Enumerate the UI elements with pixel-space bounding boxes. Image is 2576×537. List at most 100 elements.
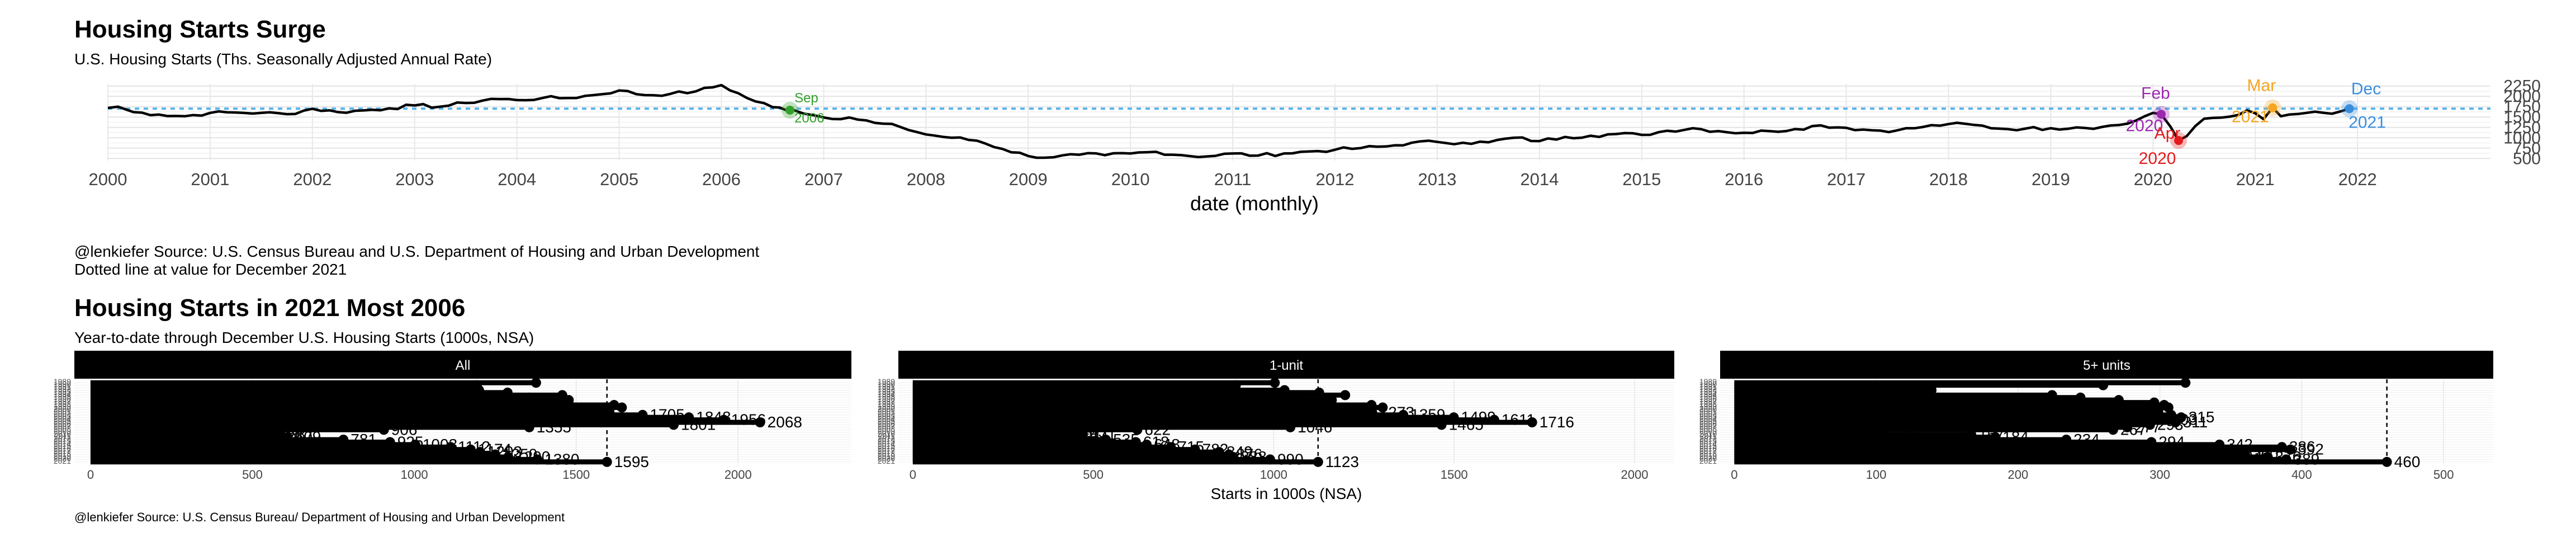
x-tick-label: 2007: [804, 169, 843, 189]
highlight-point-apr-2020: [2174, 136, 2184, 145]
year-tick-label: 2012: [1699, 434, 1717, 443]
x-tick-label: 2006: [702, 169, 741, 189]
year-tick-label: 2021: [54, 456, 71, 465]
lollipop-point-2006: [669, 420, 679, 430]
x-tick-label: 1500: [1441, 468, 1468, 482]
x-axis-title: Starts in 1000s (NSA): [1211, 485, 1362, 502]
x-tick-label: 2005: [600, 169, 638, 189]
year-tick-label: 2020: [1699, 454, 1717, 463]
year-tick-label: 2000: [54, 404, 71, 413]
year-tick-label: 1991: [1699, 382, 1717, 391]
facet-strip-label: 1-unit: [1270, 358, 1303, 373]
housing-starts-line: [107, 83, 2350, 159]
value-label-2021: 1595: [614, 453, 649, 470]
year-tick-label: 1989: [878, 377, 895, 386]
year-tick-label: 2021: [878, 456, 895, 465]
value-label-2005: 2068: [768, 413, 802, 431]
y-tick-label: 500: [2513, 149, 2541, 168]
panel-5-units: 5+ units 19891990199119921993199419951996…: [1699, 351, 2493, 482]
year-tick-label: 2003: [54, 412, 71, 421]
x-axis-title: date (monthly): [1190, 192, 1319, 215]
x-tick-label: 1500: [562, 468, 590, 482]
value-label-2020: 990: [1277, 450, 1304, 468]
year-tick-label: 2000: [878, 404, 895, 413]
year-tick-label: 1994: [878, 389, 895, 398]
year-tick-label: 2001: [1699, 407, 1717, 416]
year-tick-label: 1990: [54, 380, 71, 389]
bottom-chart-title: Housing Starts in 2021 Most 2006: [74, 294, 466, 322]
year-tick-label: 1992: [878, 384, 895, 393]
lollipop-point-1989: [2180, 378, 2191, 388]
year-tick-label: 2004: [878, 414, 895, 423]
year-tick-label: 2021: [1699, 456, 1717, 465]
year-tick-label: 2001: [54, 407, 71, 416]
highlight-point-sep-2006: [785, 106, 795, 115]
value-label-2007: 1046: [1298, 418, 1332, 436]
x-tick-label: 2000: [89, 169, 127, 189]
year-tick-label: 2003: [878, 412, 895, 421]
x-tick-label: 500: [2433, 468, 2454, 482]
year-tick-label: 1996: [1699, 394, 1717, 403]
year-tick-label: 2008: [54, 424, 71, 433]
lollipop-point-2005: [2170, 417, 2181, 427]
value-label-2005: 1716: [1540, 413, 1574, 431]
x-tick-label: 400: [2291, 468, 2312, 482]
year-tick-label: 2001: [878, 407, 895, 416]
year-tick-label: 1997: [1699, 397, 1717, 406]
highlight-month-label: Mar: [2247, 77, 2276, 95]
highlight-month-label: Sep: [794, 91, 818, 106]
value-label-2008: 267: [2120, 421, 2147, 438]
lollipop-point-2021: [2381, 456, 2392, 467]
value-label-2020: 1380: [544, 450, 579, 468]
x-tick-label: 500: [242, 468, 263, 482]
year-tick-label: 1999: [1699, 402, 1717, 411]
year-tick-label: 1996: [54, 394, 71, 403]
x-tick-label: 2012: [1316, 169, 1355, 189]
lollipop-point-2006: [1436, 420, 1447, 430]
x-tick-label: 2022: [2338, 169, 2377, 189]
year-tick-label: 2009: [54, 427, 71, 436]
x-tick-label: 2015: [1622, 169, 1661, 189]
year-tick-label: 2013: [54, 436, 71, 445]
year-tick-label: 2010: [878, 429, 895, 438]
year-tick-label: 2014: [878, 439, 895, 448]
x-tick-label: 2017: [1827, 169, 1865, 189]
value-label-2006: 1465: [1449, 416, 1484, 433]
x-tick-label: 2002: [293, 169, 332, 189]
year-tick-label: 1995: [54, 392, 71, 401]
facet-strip-label: 5+ units: [2083, 358, 2130, 373]
year-tick-label: 1999: [878, 402, 895, 411]
x-tick-label: 2011: [1214, 169, 1252, 189]
x-tick-label: 2020: [2134, 169, 2172, 189]
value-label-2007: 277: [2134, 418, 2161, 436]
value-label-2008: 622: [1144, 421, 1171, 438]
value-label-2016: 392: [2298, 441, 2324, 458]
year-tick-label: 2004: [54, 414, 71, 423]
year-tick-label: 2015: [1699, 441, 1717, 450]
value-label-2020: 389: [2294, 450, 2320, 468]
x-tick-label: 2014: [1520, 169, 1559, 189]
x-tick-label: 2000: [1621, 468, 1649, 482]
year-tick-label: 2010: [1699, 429, 1717, 438]
highlight-year-label: 2021: [2232, 108, 2269, 126]
year-tick-label: 2006: [878, 419, 895, 428]
lollipop-point-1989: [1270, 378, 1280, 388]
year-tick-label: 1991: [54, 382, 71, 391]
year-tick-label: 2016: [54, 444, 71, 453]
lollipop-point-1999: [1377, 402, 1388, 413]
value-label-2003: 315: [2189, 408, 2215, 426]
lollipop-point-2008: [1132, 425, 1143, 435]
x-tick-label: 300: [2149, 468, 2170, 482]
year-tick-label: 1991: [878, 382, 895, 391]
year-tick-label: 2005: [54, 417, 71, 426]
top-chart-caption-source: @lenkiefer Source: U.S. Census Bureau an…: [74, 243, 760, 260]
year-tick-label: 2016: [878, 444, 895, 453]
year-tick-label: 2002: [54, 409, 71, 418]
highlight-year-label: 2020: [2139, 149, 2176, 168]
year-tick-label: 2006: [54, 419, 71, 428]
year-tick-label: 2018: [878, 449, 895, 458]
highlight-year-label: 2021: [2348, 113, 2386, 131]
x-tick-label: 2004: [498, 169, 536, 189]
year-tick-label: 2016: [1699, 444, 1717, 453]
year-tick-label: 2005: [1699, 417, 1717, 426]
